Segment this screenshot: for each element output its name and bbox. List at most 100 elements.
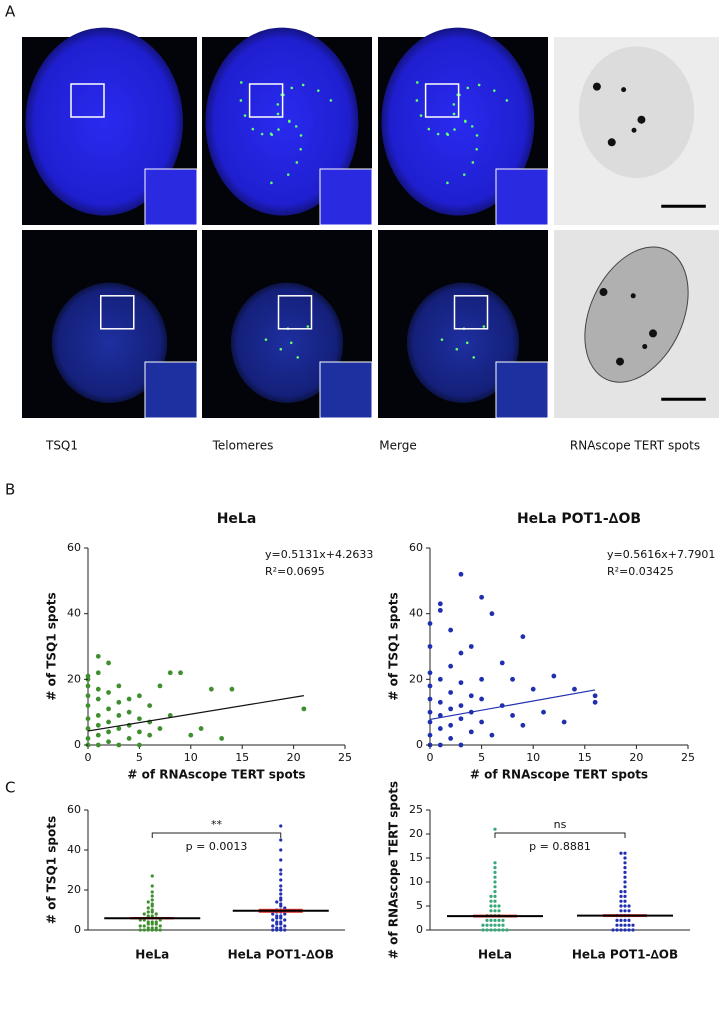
point <box>95 742 101 748</box>
dot <box>279 838 283 842</box>
y-tick-label: 20 <box>67 672 81 685</box>
spot <box>329 99 333 102</box>
spot <box>264 338 268 341</box>
dot <box>279 892 283 896</box>
dot <box>138 924 142 928</box>
dot <box>271 928 275 932</box>
dot <box>615 928 619 932</box>
dot <box>501 918 505 923</box>
point <box>520 634 526 640</box>
spot <box>415 99 419 102</box>
dot <box>279 902 283 906</box>
dot <box>142 912 146 916</box>
dot <box>497 923 501 927</box>
spot <box>306 325 310 328</box>
point <box>147 703 153 708</box>
point <box>510 676 515 682</box>
spot <box>630 293 636 299</box>
dot <box>615 923 619 927</box>
y-tick-label: 0 <box>74 923 81 936</box>
x-tick-label: 5 <box>136 751 143 764</box>
point <box>561 719 567 725</box>
panel-label: C <box>5 779 15 797</box>
dot <box>497 904 501 908</box>
dot <box>489 894 493 899</box>
point <box>510 713 515 718</box>
point <box>458 650 464 656</box>
point <box>427 732 433 738</box>
spot <box>592 82 601 91</box>
point <box>116 699 122 705</box>
point <box>427 683 433 689</box>
dot <box>489 904 493 908</box>
image-caption: Merge <box>379 439 416 453</box>
dot <box>275 914 279 918</box>
dot <box>279 872 283 876</box>
spot <box>466 86 470 90</box>
y-tick-label: 40 <box>67 607 81 620</box>
dot <box>493 904 497 908</box>
dot <box>150 884 154 888</box>
dot <box>279 920 283 924</box>
dot <box>497 918 501 923</box>
point <box>85 726 91 731</box>
dot <box>279 824 283 828</box>
dot <box>138 928 142 932</box>
spot <box>277 128 280 131</box>
dot <box>150 908 154 912</box>
spot <box>455 347 459 351</box>
dot <box>146 906 150 910</box>
spot <box>290 86 294 90</box>
point <box>592 699 598 705</box>
r-squared: R²=0.03425 <box>607 565 674 578</box>
dot <box>154 912 158 916</box>
x-tick-label: 5 <box>478 751 485 764</box>
dot <box>150 902 154 906</box>
dot <box>627 923 631 927</box>
point <box>137 693 142 699</box>
point <box>437 742 443 748</box>
dot <box>150 914 154 918</box>
point <box>85 683 91 689</box>
dot <box>497 928 501 932</box>
image-caption: RNAscope TERT spots <box>570 439 700 453</box>
point <box>137 729 142 735</box>
point <box>137 742 142 748</box>
dot <box>631 928 635 932</box>
dot <box>623 904 627 908</box>
y-tick-label: 0 <box>416 923 423 936</box>
y-tick-label: 20 <box>409 672 423 685</box>
dot <box>497 909 501 913</box>
spot <box>301 83 305 87</box>
point <box>95 686 101 692</box>
x-tick-label: 0 <box>85 751 92 764</box>
point <box>95 722 101 728</box>
point <box>448 706 454 712</box>
dot <box>279 868 283 872</box>
dot <box>485 918 489 923</box>
dot <box>619 851 623 855</box>
point <box>137 716 142 722</box>
dot <box>623 870 627 875</box>
point <box>106 706 111 712</box>
dot <box>146 920 150 924</box>
point <box>95 713 101 718</box>
dot <box>158 928 162 932</box>
dot <box>493 827 497 831</box>
y-tick-label: 0 <box>416 738 423 751</box>
significance: ns <box>554 818 567 831</box>
point <box>437 607 443 613</box>
roi <box>277 295 313 330</box>
spot <box>436 132 440 136</box>
y-tick-label: 40 <box>67 843 81 856</box>
point <box>592 693 598 699</box>
y-tick-label: 60 <box>67 541 81 554</box>
point <box>437 601 443 607</box>
x-tick-label: 20 <box>629 751 643 764</box>
dot <box>623 861 627 865</box>
point <box>479 594 484 600</box>
dot <box>623 866 627 870</box>
dot <box>146 914 150 918</box>
dot <box>623 875 627 879</box>
dot <box>279 914 283 918</box>
